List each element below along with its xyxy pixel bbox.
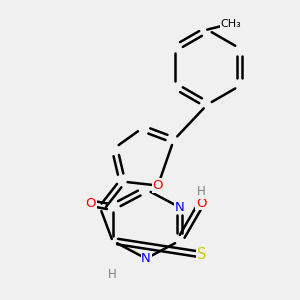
Text: N: N	[141, 252, 151, 265]
Text: H: H	[197, 185, 206, 198]
Text: H: H	[108, 268, 117, 281]
Text: N: N	[175, 201, 184, 214]
Text: O: O	[153, 179, 163, 192]
Text: S: S	[196, 247, 206, 262]
Text: O: O	[85, 197, 96, 210]
Text: O: O	[196, 197, 207, 210]
Text: CH₃: CH₃	[220, 19, 241, 29]
